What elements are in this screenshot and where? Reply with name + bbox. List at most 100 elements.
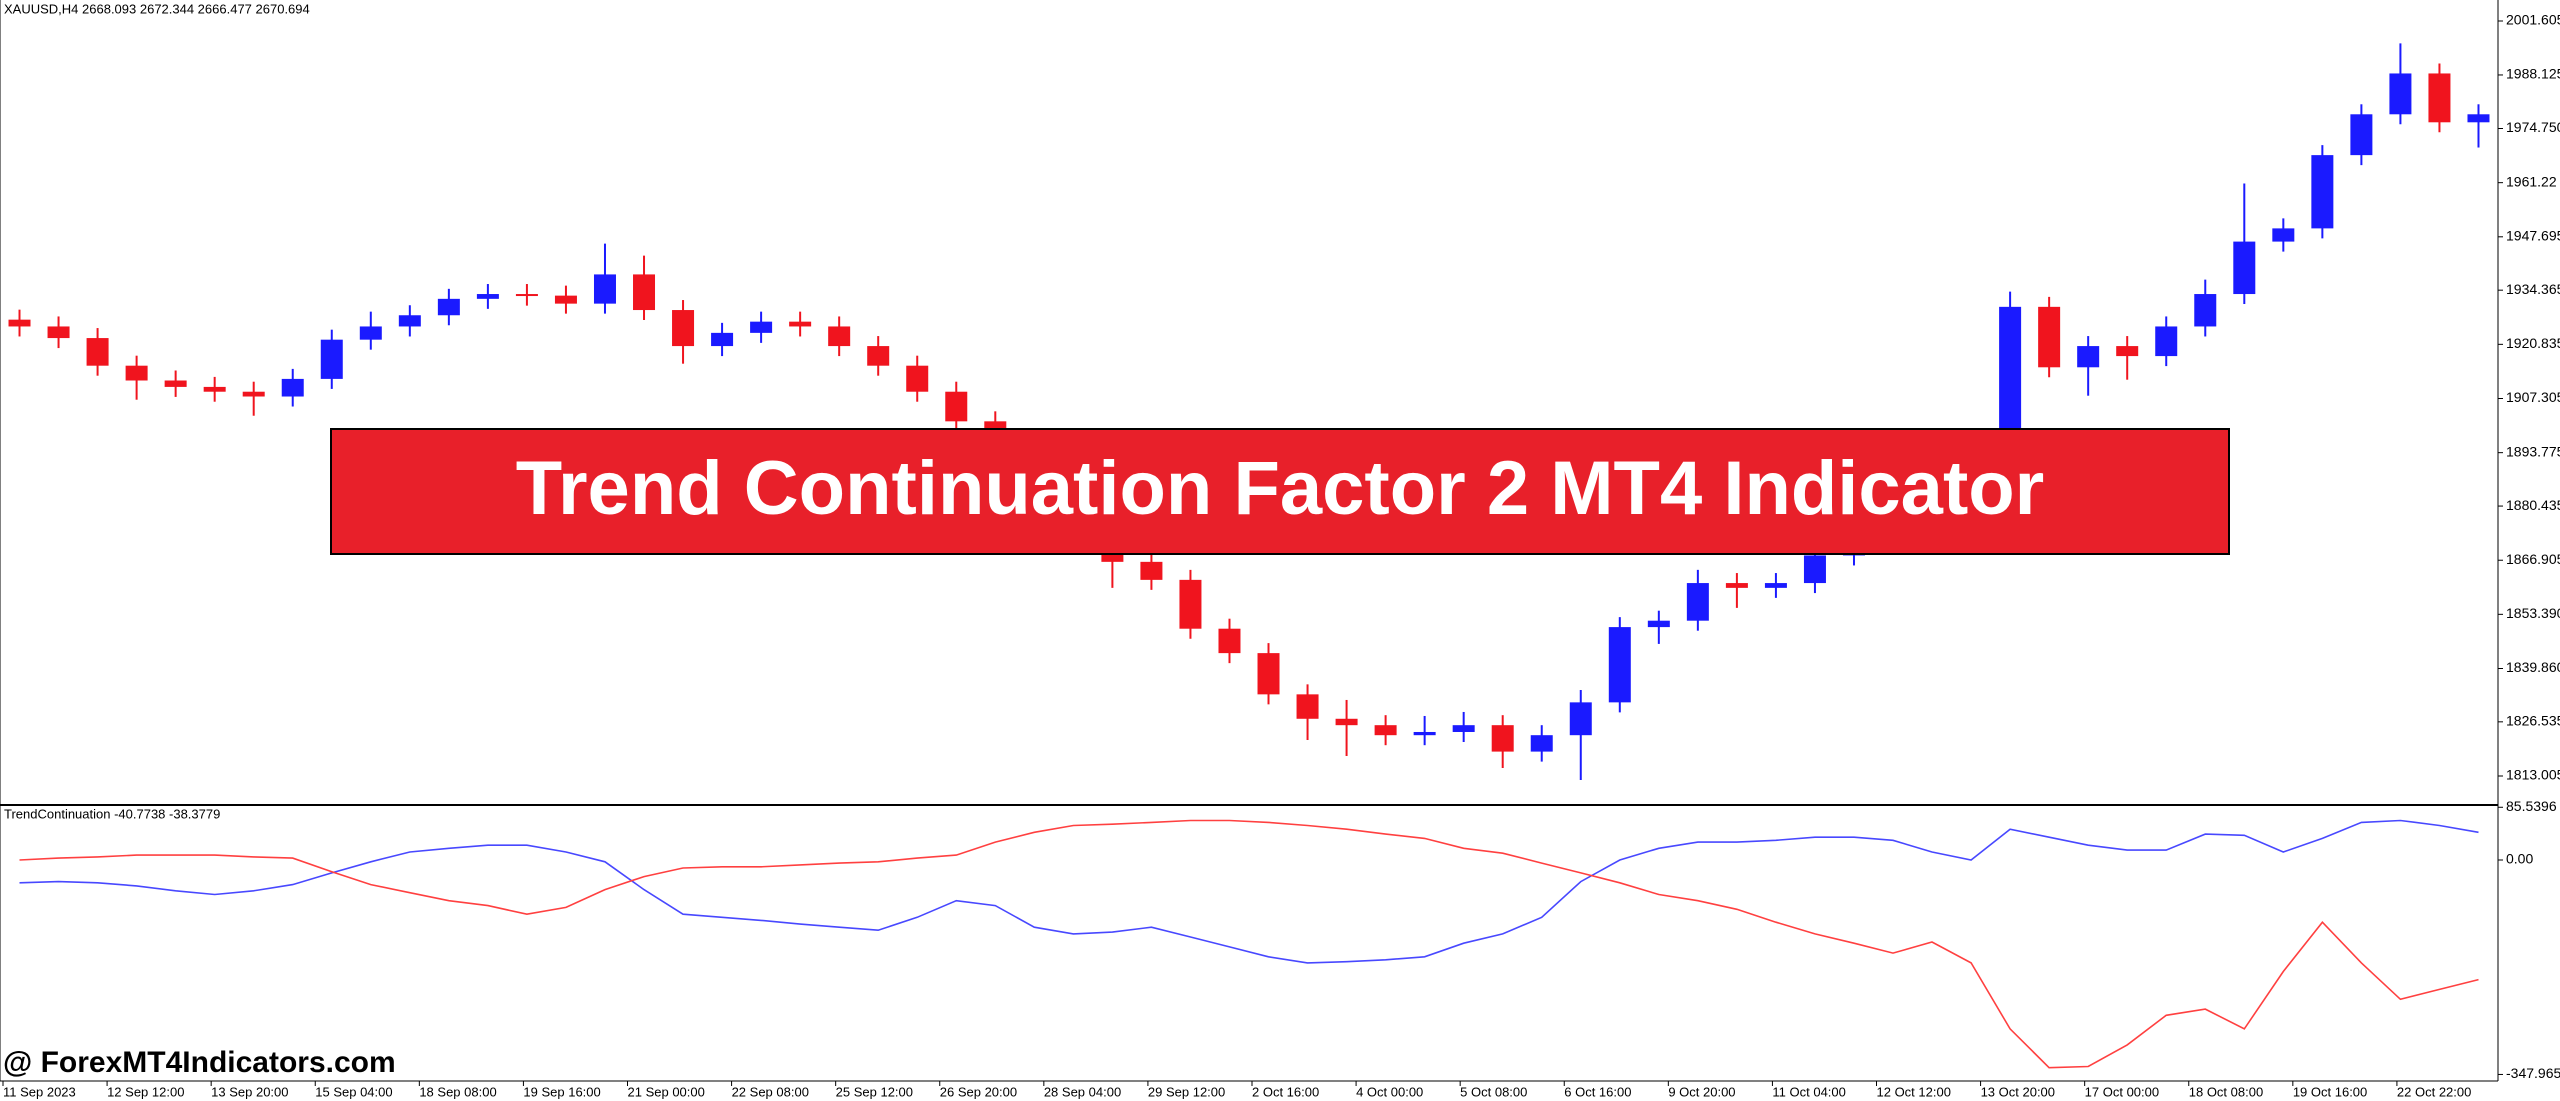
y-tick-label: 1974.750 — [2506, 119, 2560, 135]
x-tick-label: 15 Sep 04:00 — [315, 1084, 392, 1099]
candle-body — [1140, 561, 1163, 580]
candle-body — [945, 391, 968, 422]
x-tick-label: 17 Oct 00:00 — [2085, 1084, 2159, 1099]
y-tick-label: -347.9653 — [2506, 1065, 2560, 1081]
candle-body — [242, 391, 265, 397]
candle-body — [1296, 694, 1319, 719]
candle-body — [1491, 725, 1514, 752]
x-tick-label: 26 Sep 20:00 — [940, 1084, 1017, 1099]
candle-body — [828, 326, 851, 347]
candle-body — [2467, 114, 2490, 123]
candle-body — [398, 315, 421, 327]
y-tick-label: 1853.390 — [2506, 605, 2560, 621]
x-tick-label: 19 Sep 16:00 — [523, 1084, 600, 1099]
candle-body — [1569, 702, 1592, 736]
y-tick-label: 1839.860 — [2506, 659, 2560, 675]
x-tick-label: 28 Sep 04:00 — [1044, 1084, 1121, 1099]
candle-body — [593, 274, 616, 304]
candle-body — [1218, 628, 1241, 654]
candle-body — [86, 338, 109, 366]
candle-body — [867, 346, 890, 366]
candle-body — [359, 326, 382, 340]
candle-body — [2194, 294, 2217, 327]
indicator-line — [19, 819, 2479, 964]
x-tick-label: 25 Sep 12:00 — [836, 1084, 913, 1099]
x-tick-label: 11 Oct 04:00 — [1772, 1084, 1845, 1099]
x-tick-label: 18 Sep 08:00 — [419, 1084, 496, 1099]
x-tick-label: 22 Sep 08:00 — [732, 1084, 809, 1099]
candle-body — [2038, 306, 2061, 368]
x-tick-label: 12 Oct 12:00 — [1877, 1084, 1951, 1099]
candle-body — [1999, 306, 2022, 441]
banner-title: Trend Continuation Factor 2 MT4 Indicato… — [516, 446, 2045, 531]
candle-body — [125, 365, 148, 381]
candle-body — [1725, 583, 1748, 588]
y-tick-label: 1893.775 — [2506, 443, 2560, 459]
y-tick-label: 0.00 — [2506, 851, 2533, 867]
candle-body — [2233, 241, 2256, 295]
banner-box — [330, 428, 2230, 555]
candle-body — [2116, 346, 2139, 357]
candle-body — [1686, 583, 1709, 621]
candle-body — [1764, 583, 1787, 588]
candle-body — [2155, 326, 2178, 357]
x-tick-label: 29 Sep 12:00 — [1148, 1084, 1225, 1099]
x-tick-label: 19 Oct 16:00 — [2293, 1084, 2367, 1099]
candle-body — [437, 298, 460, 316]
candle-body — [47, 326, 70, 339]
y-tick-label: 1934.365 — [2506, 281, 2560, 297]
candle-body — [906, 365, 929, 392]
candle-body — [1335, 718, 1358, 726]
candle-body — [164, 380, 187, 387]
x-tick-label: 6 Oct 16:00 — [1564, 1084, 1631, 1099]
x-tick-label: 18 Oct 08:00 — [2189, 1084, 2263, 1099]
x-tick-label: 11 Sep 2023 — [3, 1084, 76, 1099]
candle-body — [1803, 555, 1826, 584]
x-tick-label: 13 Sep 20:00 — [211, 1084, 288, 1099]
x-tick-label: 13 Oct 20:00 — [1981, 1084, 2055, 1099]
plot-area — [8, 43, 2490, 1069]
indicator-line — [19, 819, 2479, 1069]
y-tick-label: 1880.435 — [2506, 497, 2560, 513]
candle-body — [515, 294, 538, 297]
watermark: @ ForexMT4Indicators.com — [3, 1046, 396, 1079]
candle-body — [672, 310, 695, 347]
y-tick-label: 1907.305 — [2506, 389, 2560, 405]
candle-body — [2389, 73, 2412, 115]
candle-body — [1608, 627, 1631, 703]
x-tick-label: 5 Oct 08:00 — [1460, 1084, 1527, 1099]
candle-body — [1413, 731, 1436, 736]
y-tick-label: 85.5396 — [2506, 798, 2557, 814]
symbol-header: XAUUSD,H4 2668.093 2672.344 2666.477 267… — [4, 1, 310, 16]
x-tick-label: 12 Sep 12:00 — [107, 1084, 184, 1099]
candle-body — [711, 332, 734, 347]
candle-body — [2272, 228, 2295, 242]
candle-body — [203, 386, 226, 392]
candle-body — [2350, 114, 2373, 156]
candle-body — [281, 378, 304, 397]
candle-body — [2077, 346, 2100, 368]
y-tick-label: 1988.125 — [2506, 66, 2560, 82]
x-tick-label: 2 Oct 16:00 — [1252, 1084, 1319, 1099]
y-tick-label: 1920.835 — [2506, 335, 2560, 351]
candle-body — [1257, 653, 1280, 695]
candle-body — [789, 321, 812, 327]
candle-body — [1179, 579, 1202, 629]
y-tick-label: 2001.605 — [2506, 12, 2560, 28]
y-tick-label: 1813.005 — [2506, 767, 2560, 783]
x-tick-label: 9 Oct 20:00 — [1668, 1084, 1735, 1099]
candle-body — [554, 295, 577, 304]
y-tick-label: 1961.22 — [2506, 173, 2557, 189]
candle-body — [1452, 725, 1475, 732]
candle-body — [476, 294, 499, 299]
candle-body — [750, 321, 773, 333]
candle-body — [633, 274, 656, 311]
candle-body — [2311, 155, 2334, 229]
x-tick-label: 22 Oct 22:00 — [2397, 1084, 2471, 1099]
x-tick-label: 21 Sep 00:00 — [628, 1084, 705, 1099]
candle-body — [1374, 725, 1397, 736]
candle-body — [8, 319, 31, 327]
x-tick-label: 4 Oct 00:00 — [1356, 1084, 1423, 1099]
indicator-header: TrendContinuation -40.7738 -38.3779 — [4, 806, 220, 821]
